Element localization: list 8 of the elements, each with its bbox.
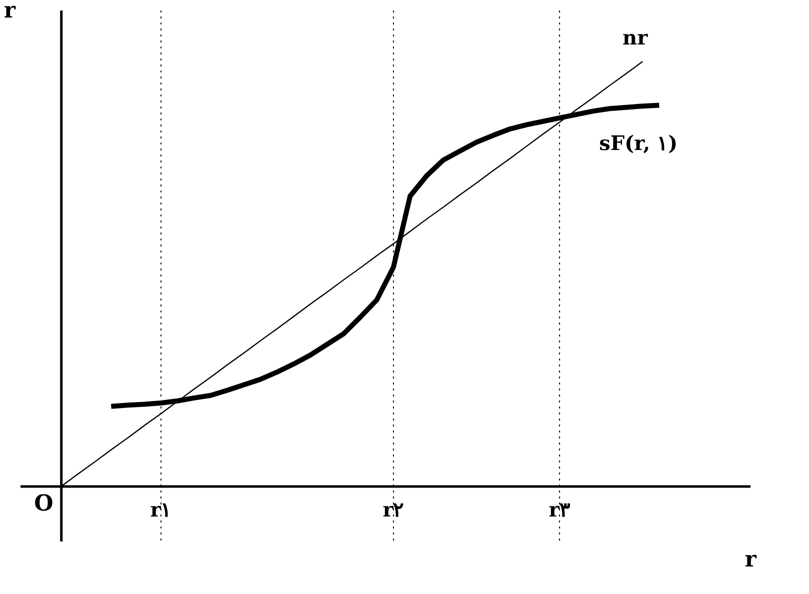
text: O — [34, 490, 54, 516]
y-axis-title: r — [744, 546, 757, 572]
series-label: sF(r, ۱) — [599, 131, 678, 156]
x-tick-label: r۱ — [150, 497, 172, 522]
x-tick-label: r۳ — [548, 497, 570, 522]
x-axis-title: r — [4, 0, 16, 24]
x-tick-label: r۲ — [382, 497, 404, 522]
series-label: nr — [622, 25, 648, 50]
